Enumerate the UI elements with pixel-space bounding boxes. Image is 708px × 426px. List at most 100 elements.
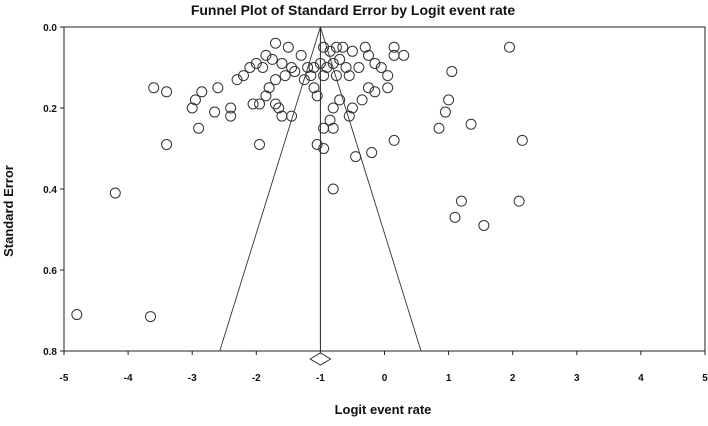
x-tick-label: 4 [638, 373, 644, 384]
study-point [270, 74, 282, 86]
study-point [161, 138, 173, 150]
study-point [186, 102, 198, 114]
study-point [398, 49, 410, 61]
funnel-boundary-line [319, 26, 422, 352]
study-point [314, 57, 326, 69]
study-point [295, 49, 307, 61]
study-point [334, 94, 346, 106]
study-point [276, 57, 288, 69]
study-point [346, 45, 358, 57]
study-point [231, 74, 243, 86]
x-tick-label: -2 [252, 373, 261, 384]
x-tick-label: 5 [702, 373, 708, 384]
x-tick-label: -1 [316, 373, 325, 384]
study-point [359, 41, 371, 53]
study-point [311, 90, 323, 102]
study-point [503, 41, 515, 53]
study-point [193, 122, 205, 134]
study-point [282, 41, 294, 53]
y-axis-label: Standard Error [1, 165, 16, 257]
study-point [263, 82, 275, 94]
study-point [302, 62, 314, 73]
study-point [225, 102, 237, 114]
study-point [446, 66, 458, 78]
funnel-lines [219, 26, 422, 352]
study-point [327, 57, 339, 69]
study-point [266, 53, 278, 65]
study-point [324, 114, 336, 126]
summary-diamond-group [309, 352, 332, 366]
summary-diamond [309, 352, 332, 366]
study-point [71, 309, 83, 321]
x-tick-label: 2 [510, 373, 516, 384]
study-point [375, 62, 387, 73]
study-point [270, 37, 282, 49]
study-point [270, 98, 282, 110]
study-point [254, 98, 266, 110]
study-point [321, 62, 333, 73]
study-point [388, 41, 400, 53]
study-point [330, 70, 342, 82]
study-point [369, 57, 381, 69]
study-point [276, 110, 288, 122]
study-point [260, 49, 272, 61]
study-point [318, 143, 330, 154]
study-point [330, 41, 342, 53]
study-point [513, 195, 525, 207]
study-point [247, 98, 259, 110]
study-point [225, 110, 237, 122]
funnel-boundary-line [219, 26, 321, 352]
study-point [260, 90, 272, 102]
x-tick-label: 3 [574, 373, 580, 384]
study-point [334, 53, 346, 65]
study-point [298, 74, 310, 86]
x-tick-label: -3 [188, 373, 197, 384]
y-axis-ticks: 0.0 0.2 0.4 0.6 0.8 [43, 23, 64, 358]
study-point [327, 102, 339, 114]
study-point [161, 86, 173, 98]
study-point [465, 118, 477, 130]
study-point [343, 110, 355, 122]
study-point [350, 151, 362, 163]
study-point [196, 86, 208, 98]
study-point [433, 122, 445, 134]
study-point [308, 82, 320, 94]
study-point [449, 211, 461, 223]
study-point [382, 70, 394, 82]
study-point [308, 62, 320, 73]
study-point [356, 94, 368, 106]
study-point [366, 147, 378, 159]
study-point [305, 70, 317, 82]
study-point [145, 311, 157, 323]
plot-area-frame [63, 26, 706, 352]
study-point [327, 183, 339, 195]
study-point [244, 62, 256, 73]
study-point [516, 134, 528, 146]
study-point [254, 138, 266, 150]
study-point [273, 102, 285, 114]
study-point [209, 106, 221, 118]
study-point [327, 122, 339, 134]
study-point [343, 70, 355, 82]
data-points [71, 37, 528, 323]
study-point [340, 62, 352, 73]
study-point [346, 102, 358, 114]
chart-title: Funnel Plot of Standard Error by Logit e… [191, 2, 516, 18]
study-point [439, 106, 451, 118]
study-point [279, 70, 291, 82]
study-point [353, 62, 365, 73]
study-point [324, 45, 336, 57]
y-tick-label: 0.6 [43, 266, 57, 277]
study-point [237, 70, 249, 82]
y-tick-label: 0.8 [43, 347, 57, 358]
study-point [311, 138, 323, 150]
study-point [289, 66, 301, 78]
study-point [369, 86, 381, 98]
study-point [318, 41, 330, 53]
study-point [455, 195, 467, 207]
y-tick-label: 0.2 [43, 104, 57, 115]
study-point [318, 70, 330, 82]
study-point [286, 110, 298, 122]
